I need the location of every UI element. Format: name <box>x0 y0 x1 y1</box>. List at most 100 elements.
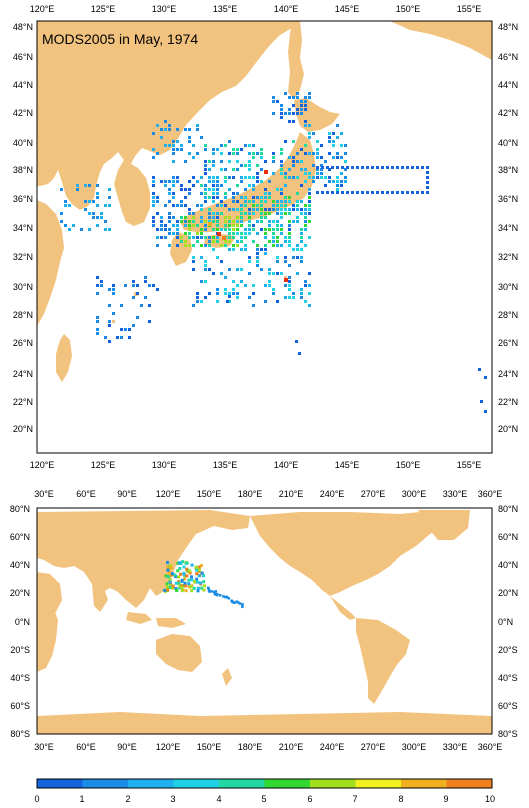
observation-cell <box>292 160 295 163</box>
observation-cell <box>76 184 79 187</box>
lon-label: 130°E <box>152 4 177 14</box>
observation-cell <box>300 288 303 291</box>
observation-cell <box>304 120 307 123</box>
observation-cell <box>304 144 307 147</box>
observation-cell <box>316 191 319 194</box>
observation-cell <box>176 148 179 151</box>
lon-label: 60°E <box>76 742 96 752</box>
observation-cell <box>188 188 191 191</box>
observation-cell <box>124 284 127 287</box>
observation-cell <box>284 204 287 207</box>
observation-cell <box>204 228 207 231</box>
observation-cell <box>260 208 263 211</box>
observation-cell <box>168 128 171 131</box>
observation-cell <box>196 240 199 243</box>
observation-cell <box>296 160 299 163</box>
observation-cell <box>276 260 279 263</box>
observation-cell <box>288 296 291 299</box>
observation-cell <box>192 260 195 263</box>
observation-cell <box>344 160 347 163</box>
observation-cell <box>276 204 279 207</box>
observation-cell <box>236 148 239 151</box>
observation-cell <box>344 180 347 183</box>
observation-cell <box>188 128 191 131</box>
observation-cell <box>276 236 279 239</box>
observation-cell <box>108 196 111 199</box>
observation-cell <box>296 92 299 95</box>
lat-label: 40°N <box>10 560 30 570</box>
observation-cell <box>296 200 299 203</box>
observation-cell <box>176 236 179 239</box>
observation-cell <box>216 204 219 207</box>
observation-cell <box>268 224 271 227</box>
observation-cell <box>416 166 419 169</box>
observation-cell <box>276 272 279 275</box>
observation-cell <box>300 168 303 171</box>
observation-cell <box>252 144 255 147</box>
observation-cell <box>256 232 259 235</box>
observation-cell <box>260 248 263 251</box>
observation-cell <box>304 280 307 283</box>
observation-cell <box>216 228 219 231</box>
observation-cell <box>280 188 283 191</box>
observation-cell <box>272 292 275 295</box>
observation-cell <box>248 296 251 299</box>
observation-cell <box>296 216 299 219</box>
lon-label: 30°E <box>34 489 54 499</box>
lat-label: 36°N <box>13 194 33 204</box>
observation-cell <box>188 236 191 239</box>
observation-cell <box>212 212 215 215</box>
observation-cell <box>284 278 288 282</box>
observation-cell <box>182 572 186 576</box>
observation-cell <box>252 204 255 207</box>
observation-cell <box>178 585 182 589</box>
observation-cell <box>168 244 171 247</box>
observation-cell <box>231 600 234 604</box>
observation-cell <box>164 180 167 183</box>
observation-cell <box>256 196 259 199</box>
observation-cell <box>361 166 364 169</box>
observation-cell <box>188 224 191 227</box>
observation-cell <box>316 140 319 143</box>
lat-label: 46°N <box>498 52 518 62</box>
observation-cell <box>208 240 211 243</box>
observation-cell <box>240 196 243 199</box>
observation-cell <box>204 192 207 195</box>
observation-cell <box>96 216 99 219</box>
observation-cell <box>216 188 219 191</box>
observation-cell <box>356 166 359 169</box>
observation-cell <box>376 166 379 169</box>
observation-cell <box>184 561 188 565</box>
observation-cell <box>224 224 227 227</box>
observation-cell <box>184 589 188 593</box>
observation-cell <box>288 200 291 203</box>
observation-cell <box>344 176 347 179</box>
observation-cell <box>288 220 291 223</box>
observation-cell <box>304 300 307 303</box>
observation-cell <box>232 148 235 151</box>
observation-cell <box>292 104 295 107</box>
lon-label: 125°E <box>91 4 116 14</box>
observation-cell <box>190 578 194 582</box>
observation-cell <box>284 92 287 95</box>
observation-cell <box>60 212 63 215</box>
observation-cell <box>172 216 175 219</box>
observation-cell <box>244 244 247 247</box>
observation-cell <box>336 136 339 139</box>
observation-cell <box>244 200 247 203</box>
observation-cell <box>260 168 263 171</box>
observation-cell <box>212 200 215 203</box>
observation-cell <box>386 166 389 169</box>
observation-cell <box>132 296 135 299</box>
observation-cell <box>260 204 263 207</box>
observation-cell <box>188 152 191 155</box>
observation-cell <box>183 577 187 581</box>
observation-cell <box>197 568 201 572</box>
lat-label: 32°N <box>498 252 518 262</box>
observation-cell <box>344 144 347 147</box>
observation-cell <box>204 168 207 171</box>
observation-cell <box>212 192 215 195</box>
observation-cell <box>304 224 307 227</box>
observation-cell <box>288 240 291 243</box>
